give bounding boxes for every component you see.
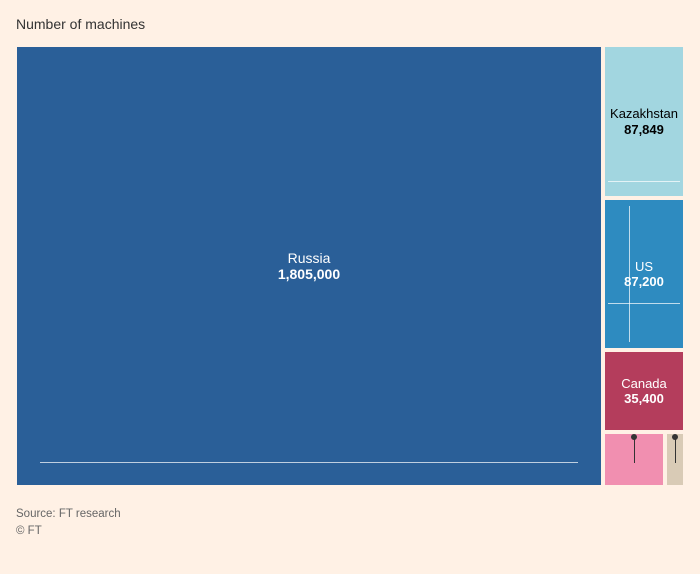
treemap-cell-russia: Russia1,805,000 xyxy=(16,46,602,486)
treemap-cell-canada: Canada35,400 xyxy=(604,351,684,431)
lollipop-marker xyxy=(675,437,676,463)
cell-divider xyxy=(40,462,577,463)
cell-divider xyxy=(608,181,680,182)
footer-copyright: © FT xyxy=(16,523,684,540)
footer-source: Source: FT research xyxy=(16,506,684,523)
cell-value: 87,849 xyxy=(624,122,664,137)
lollipop-marker xyxy=(634,437,635,463)
treemap-cell-kazakhstan: Kazakhstan87,849 xyxy=(604,46,684,197)
cell-value: 1,805,000 xyxy=(278,266,340,282)
cell-label: Canada xyxy=(621,376,667,392)
chart-footer: Source: FT research © FT xyxy=(0,486,700,541)
cell-divider xyxy=(608,303,680,304)
treemap-cell-tiny1 xyxy=(604,433,664,486)
cell-label: Russia xyxy=(288,250,331,267)
cell-divider xyxy=(629,206,630,342)
chart-subtitle: Number of machines xyxy=(16,16,684,32)
cell-value: 87,200 xyxy=(624,274,664,289)
treemap-container: Russia1,805,000Kazakhstan87,849US87,200C… xyxy=(16,46,684,486)
cell-value: 35,400 xyxy=(624,391,664,406)
cell-label: Kazakhstan xyxy=(610,106,678,122)
treemap-cell-us: US87,200 xyxy=(604,199,684,349)
treemap-cell-tiny2 xyxy=(666,433,684,486)
cell-label: US xyxy=(635,259,653,275)
